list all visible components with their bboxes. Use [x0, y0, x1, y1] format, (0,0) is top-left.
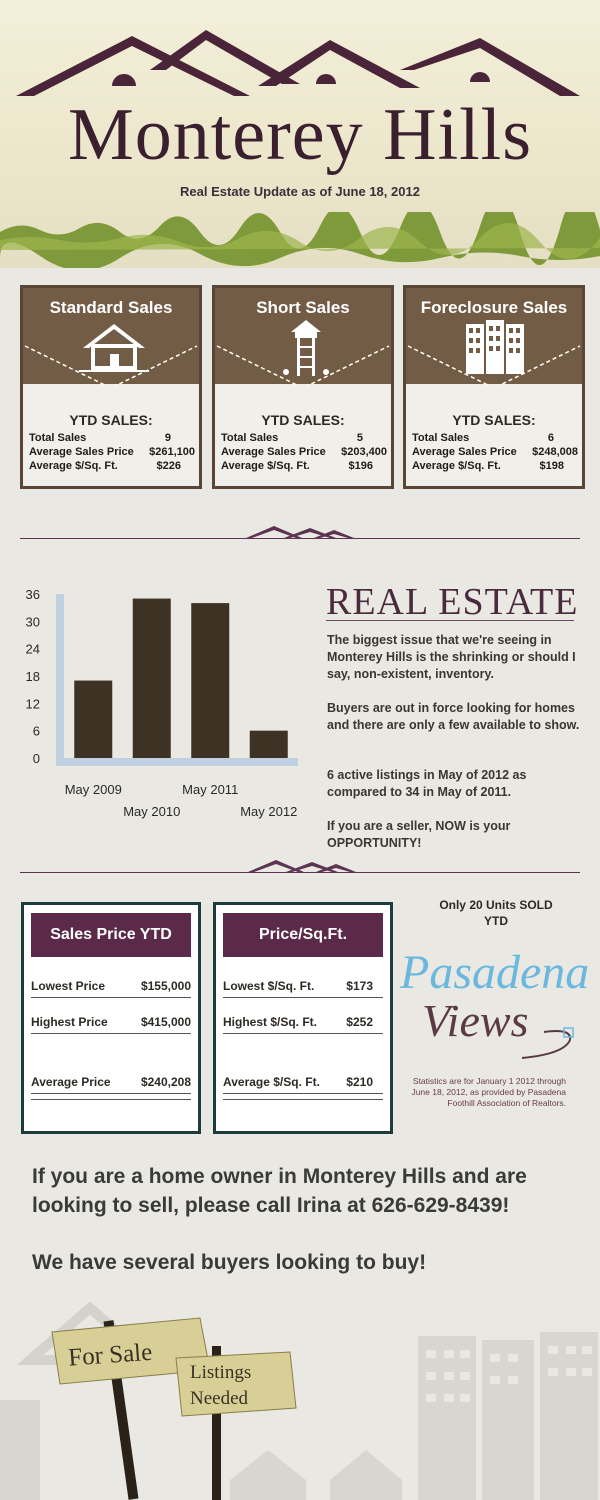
- table-row: Average Price $240,208: [31, 1075, 191, 1089]
- row-divider: [223, 1093, 383, 1094]
- y-tick-label: 0: [33, 751, 40, 766]
- stat-total-sales: Total Sales 5: [221, 432, 363, 444]
- x-category-label: May 2012: [240, 804, 297, 819]
- paragraph-listings: 6 active listings in May of 2012 as comp…: [327, 768, 527, 799]
- roof-divider-icon: [248, 860, 356, 872]
- foreclosure-sales-box: Foreclosure Sales YTD SALES: Total Sales…: [403, 285, 585, 489]
- chart-bar: [132, 598, 171, 758]
- heading-underline: [326, 620, 574, 621]
- row-divider: [31, 1033, 191, 1034]
- stat-average-sqft: Average $/Sq. Ft. $226: [29, 460, 181, 472]
- short-sales-box: Short Sales YTD SALES: Total Sales 5 Aver…: [212, 285, 394, 489]
- rooftops-icon: [16, 30, 580, 96]
- table-title: Price/Sq.Ft.: [223, 913, 383, 957]
- paragraph-buyers: Buyers are out in force looking for home…: [327, 701, 580, 732]
- stat-average-price: Average Sales Price $248,008: [412, 446, 578, 458]
- chevron-decoration: [215, 336, 391, 386]
- footer-skyline: For Sale Listings Needed: [0, 1301, 598, 1500]
- statistics-source-note: Statistics are for January 1 2012 throug…: [411, 1076, 566, 1108]
- house-icon: [79, 324, 149, 372]
- chart-bar: [191, 603, 230, 758]
- header-banner: Monterey Hills Real Estate Update as of …: [0, 0, 600, 268]
- stat-average-sqft: Average $/Sq. Ft. $196: [221, 460, 373, 472]
- table-row: Highest $/Sq. Ft. $252: [223, 1015, 373, 1029]
- box-title: Foreclosure Sales: [420, 298, 568, 317]
- divider: [20, 872, 580, 873]
- grass-icon: [0, 212, 600, 268]
- x-axis: [56, 758, 298, 766]
- table-row: Highest Price $415,000: [31, 1015, 191, 1029]
- table-row: Lowest $/Sq. Ft. $173: [223, 979, 373, 993]
- chart-bar: [74, 680, 113, 758]
- box-title: Short Sales: [256, 298, 350, 317]
- pasadena-views-logo: Pasadena Views: [399, 946, 589, 1059]
- table-row: Lowest Price $155,000: [31, 979, 191, 993]
- stat-average-sqft: Average $/Sq. Ft. $198: [412, 460, 564, 472]
- stat-average-price: Average Sales Price $203,400: [221, 446, 387, 458]
- page-title: Monterey Hills: [67, 94, 533, 176]
- price-per-sqft-table: Price/Sq.Ft. Lowest $/Sq. Ft. $173 Highes…: [213, 902, 393, 1134]
- svg-text:Needed: Needed: [190, 1388, 249, 1409]
- roof-divider-icon: [246, 526, 354, 538]
- call-to-action-text: If you are a home owner in Monterey Hill…: [32, 1165, 527, 1217]
- row-divider: [31, 997, 191, 998]
- row-divider: [31, 1093, 191, 1094]
- sign-post: [212, 1346, 221, 1500]
- svg-text:For Sale: For Sale: [67, 1339, 153, 1372]
- ytd-label: YTD SALES:: [452, 412, 536, 428]
- sales-price-table: Sales Price YTD Lowest Price $155,000 Hig…: [21, 902, 201, 1134]
- svg-text:Views: Views: [422, 995, 528, 1046]
- table-row: Average $/Sq. Ft. $210: [223, 1075, 373, 1089]
- tower-icon: [283, 320, 329, 376]
- row-divider: [223, 1099, 383, 1100]
- svg-text:Pasadena: Pasadena: [399, 946, 589, 999]
- paragraph-opportunity: If you are a seller, NOW is your OPPORTU…: [327, 819, 511, 850]
- chart-bar: [249, 730, 288, 758]
- stat-total-sales: Total Sales 9: [29, 432, 171, 444]
- buyers-text: We have several buyers looking to buy!: [32, 1251, 427, 1274]
- y-tick-label: 6: [33, 724, 40, 739]
- x-category-label: May 2009: [65, 782, 122, 797]
- svg-text:Listings: Listings: [190, 1362, 251, 1383]
- row-divider: [31, 1099, 191, 1100]
- units-sold-note: Only 20 Units SOLD YTD: [439, 898, 553, 928]
- standard-sales-box: Standard Sales YTD SALES: Total Sales 9 A…: [20, 285, 202, 489]
- x-category-label: May 2011: [182, 782, 238, 797]
- y-tick-label: 12: [26, 696, 40, 711]
- building-icon: [466, 320, 524, 374]
- stat-total-sales: Total Sales 6: [412, 432, 554, 444]
- row-divider: [223, 997, 383, 998]
- box-title: Standard Sales: [49, 298, 173, 317]
- ytd-label: YTD SALES:: [261, 412, 345, 428]
- listings-needed-sign: [175, 1351, 297, 1417]
- paragraph-inventory: The biggest issue that we're seeing in M…: [327, 633, 576, 681]
- stat-average-price: Average Sales Price $261,100: [29, 446, 195, 458]
- page-subtitle: Real Estate Update as of June 18, 2012: [180, 184, 420, 199]
- ytd-label: YTD SALES:: [69, 412, 153, 428]
- y-tick-label: 30: [26, 614, 40, 629]
- divider: [20, 538, 580, 539]
- row-divider: [223, 1033, 383, 1034]
- table-title: Sales Price YTD: [31, 913, 191, 957]
- y-tick-label: 24: [26, 642, 40, 657]
- real-estate-heading: REAL ESTATE: [326, 581, 579, 623]
- y-axis: [56, 594, 64, 764]
- y-tick-label: 36: [26, 587, 40, 602]
- y-tick-label: 18: [26, 669, 40, 684]
- x-category-label: May 2010: [123, 804, 180, 819]
